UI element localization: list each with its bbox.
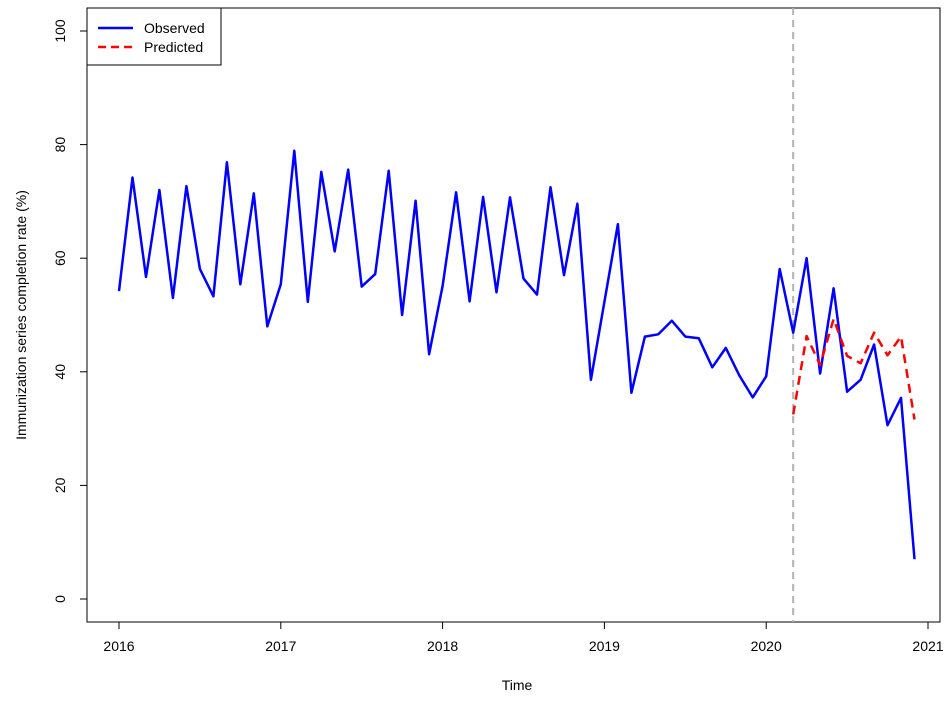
series-line-observed [119,151,915,559]
x-axis: 2016 2017 2018 2019 2020 2021 [103,622,943,654]
y-tick-label: 60 [52,250,68,266]
y-tick-label: 80 [52,137,68,153]
x-tick-label: 2018 [427,638,458,654]
x-tick-label: 2019 [589,638,620,654]
y-tick-label: 100 [52,19,68,43]
x-tick-label: 2021 [912,638,943,654]
legend-label-observed: Observed [144,20,205,36]
x-axis-title: Time [502,677,533,693]
legend-label-predicted: Predicted [144,39,203,55]
x-tick-label: 2017 [265,638,296,654]
legend-box [87,8,221,65]
y-axis: 0 20 40 60 80 100 [52,19,87,603]
y-tick-label: 20 [52,477,68,493]
x-tick-label: 2020 [751,638,782,654]
series-line-predicted [793,319,914,420]
series-layer [119,151,915,559]
legend: Observed Predicted [87,8,221,65]
y-tick-label: 40 [52,364,68,380]
y-axis-title: Immunization series completion rate (%) [13,190,29,440]
x-tick-label: 2016 [103,638,134,654]
y-tick-label: 0 [52,595,68,603]
